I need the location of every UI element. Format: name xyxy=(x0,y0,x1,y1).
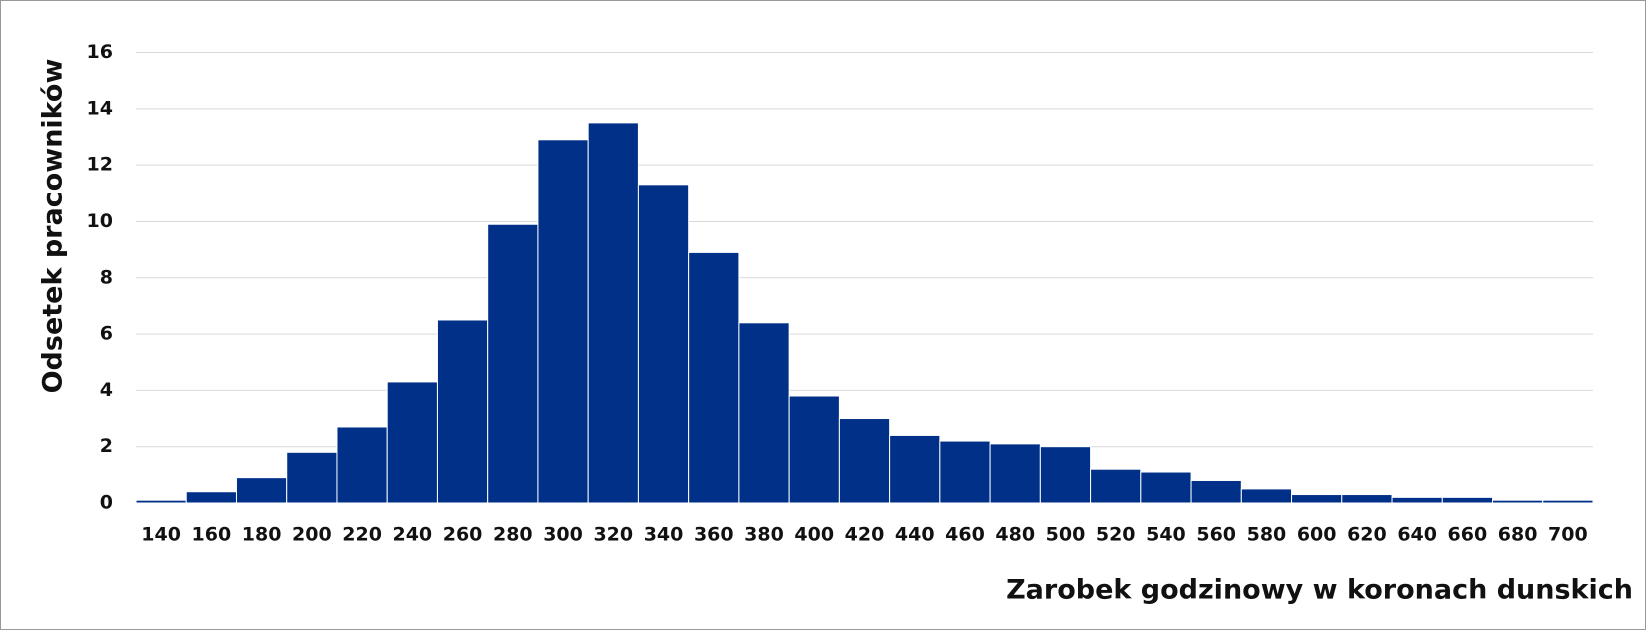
x-tick-label: 480 xyxy=(995,524,1035,546)
y-axis-title: Odsetek pracowników xyxy=(38,59,69,394)
bar xyxy=(889,434,941,504)
bar xyxy=(487,223,539,504)
bar xyxy=(1090,468,1142,504)
bar xyxy=(1240,488,1293,504)
bar xyxy=(1039,446,1092,504)
x-axis-title: Zarobek godzinowy w koronach dunskich xyxy=(1006,575,1633,606)
x-tick-label: 160 xyxy=(192,524,232,546)
x-tick-label: 560 xyxy=(1196,524,1236,546)
x-tick-label: 420 xyxy=(845,524,885,546)
x-tick-label: 680 xyxy=(1498,524,1538,546)
bar xyxy=(235,477,288,504)
bar xyxy=(1341,494,1393,504)
bar xyxy=(135,499,187,504)
y-tick-label: 12 xyxy=(87,154,113,176)
x-tick-label: 180 xyxy=(242,524,282,546)
bar xyxy=(637,184,690,504)
bar xyxy=(1190,479,1242,504)
bar xyxy=(1492,499,1544,504)
bar xyxy=(587,122,639,504)
bar xyxy=(185,491,237,504)
bar xyxy=(1291,494,1343,504)
x-tick-label: 300 xyxy=(543,524,583,546)
bar xyxy=(1441,496,1494,504)
x-tick-label: 600 xyxy=(1297,524,1337,546)
x-tick-label: 340 xyxy=(644,524,684,546)
x-tick-label: 260 xyxy=(443,524,483,546)
x-tick-label: 540 xyxy=(1146,524,1186,546)
x-tick-label: 240 xyxy=(392,524,432,546)
x-tick-label: 220 xyxy=(342,524,382,546)
bar xyxy=(1140,471,1192,504)
bar xyxy=(1542,499,1594,504)
x-tick-label: 200 xyxy=(292,524,332,546)
bar xyxy=(989,443,1041,504)
y-tick-label: 6 xyxy=(100,323,113,345)
x-tick-label: 640 xyxy=(1397,524,1437,546)
y-tick-label: 2 xyxy=(100,435,113,457)
bar xyxy=(436,319,489,504)
y-tick-label: 4 xyxy=(100,379,113,401)
y-tick-label: 0 xyxy=(100,492,113,514)
x-tick-label: 280 xyxy=(493,524,533,546)
bar xyxy=(336,426,388,504)
x-tick-label: 620 xyxy=(1347,524,1387,546)
x-tick-label: 360 xyxy=(694,524,734,546)
y-tick-label: 14 xyxy=(87,97,113,119)
x-tick-label: 400 xyxy=(794,524,834,546)
bar xyxy=(838,418,891,504)
bar xyxy=(688,251,740,504)
y-tick-label: 10 xyxy=(87,210,113,232)
bar xyxy=(386,381,438,504)
bar xyxy=(286,451,338,504)
x-tick-label: 140 xyxy=(141,524,181,546)
y-tick-label: 8 xyxy=(100,266,113,288)
y-tick-label: 16 xyxy=(87,41,113,63)
bar xyxy=(738,322,790,504)
x-tick-label: 380 xyxy=(744,524,784,546)
x-tick-label: 500 xyxy=(1046,524,1086,546)
x-tick-label: 320 xyxy=(593,524,633,546)
bar xyxy=(1391,496,1443,504)
x-tick-label: 460 xyxy=(945,524,985,546)
x-tick-label: 440 xyxy=(895,524,935,546)
x-tick-label: 660 xyxy=(1448,524,1488,546)
bar xyxy=(537,139,589,504)
x-tick-label: 520 xyxy=(1096,524,1136,546)
x-tick-label: 580 xyxy=(1247,524,1287,546)
bar xyxy=(788,395,840,504)
x-tick-label: 700 xyxy=(1548,524,1588,546)
bar xyxy=(939,440,991,504)
